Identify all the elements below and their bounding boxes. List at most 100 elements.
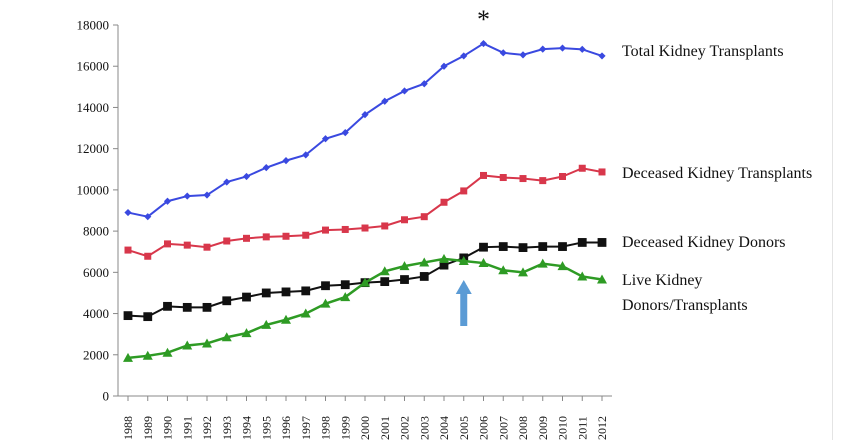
data-point <box>322 226 329 234</box>
data-point <box>498 265 509 275</box>
data-point <box>163 301 172 311</box>
data-point <box>262 164 270 172</box>
data-point <box>557 261 568 271</box>
y-tick-label: 4000 <box>83 306 109 321</box>
asterisk-annotation: * <box>477 5 490 34</box>
data-point <box>518 267 528 277</box>
data-point <box>262 233 270 241</box>
data-point <box>597 238 607 247</box>
data-point <box>340 292 351 302</box>
data-point <box>341 225 349 233</box>
data-point <box>361 111 369 119</box>
data-point <box>518 243 528 252</box>
data-point <box>537 258 548 268</box>
data-point <box>320 298 331 308</box>
data-point <box>144 252 152 260</box>
data-point <box>222 296 232 306</box>
series-label: Live Kidney <box>622 272 702 289</box>
data-point <box>578 45 586 53</box>
data-point <box>202 302 212 312</box>
x-tick-label: 1992 <box>200 416 214 440</box>
data-point <box>480 171 487 179</box>
x-tick-label: 1989 <box>141 416 155 440</box>
data-point <box>203 191 211 199</box>
arrow-annotation-shaft <box>460 292 468 326</box>
data-point <box>202 338 212 348</box>
data-point <box>419 257 430 267</box>
data-point <box>519 51 527 59</box>
data-point <box>460 187 468 195</box>
data-point <box>341 128 349 137</box>
y-tick-label: 18000 <box>77 18 110 33</box>
data-point <box>221 332 232 342</box>
data-point <box>144 213 152 221</box>
x-tick-label: 2003 <box>417 416 431 440</box>
data-point <box>123 311 133 321</box>
data-point <box>360 277 370 287</box>
data-point <box>381 222 389 230</box>
x-tick-label: 1993 <box>220 416 234 440</box>
data-point <box>340 280 350 290</box>
data-point <box>183 241 191 249</box>
data-point <box>439 253 449 263</box>
data-point <box>558 44 567 52</box>
y-tick-label: 16000 <box>77 59 110 74</box>
data-point <box>183 192 191 200</box>
data-point <box>598 168 606 176</box>
data-point <box>420 80 428 88</box>
data-point <box>142 350 153 360</box>
data-point <box>123 352 133 362</box>
data-point <box>399 261 410 271</box>
x-tick-label: 1996 <box>279 416 293 440</box>
data-point <box>162 347 173 357</box>
data-point <box>302 151 310 159</box>
arrow-annotation-head <box>455 280 472 294</box>
series-label: Total Kidney Transplants <box>622 43 784 60</box>
data-point <box>143 312 153 322</box>
data-point <box>479 39 488 48</box>
data-point <box>321 281 330 291</box>
series-label: Donors/Transplants <box>622 297 748 314</box>
y-tick-label: 0 <box>103 389 110 404</box>
data-point <box>124 208 132 217</box>
data-point <box>182 340 193 350</box>
data-point <box>558 242 567 251</box>
data-point <box>182 302 192 312</box>
data-point <box>597 274 607 284</box>
data-point <box>419 272 429 281</box>
data-point <box>300 308 311 318</box>
data-point <box>460 52 468 60</box>
series-label: Deceased Kidney Transplants <box>622 165 812 182</box>
x-tick-label: 2010 <box>556 416 570 440</box>
data-point <box>559 172 566 180</box>
y-tick-label: 14000 <box>77 100 110 115</box>
data-point <box>577 271 588 281</box>
data-point <box>223 237 231 245</box>
data-point <box>302 231 310 239</box>
data-point <box>478 258 489 268</box>
data-point <box>440 62 448 70</box>
series-line <box>127 257 603 360</box>
data-point <box>261 319 272 329</box>
data-point <box>381 97 389 105</box>
x-tick-label: 1990 <box>161 416 175 440</box>
data-point <box>241 328 252 338</box>
x-tick-label: 1994 <box>240 416 254 440</box>
data-point <box>242 172 251 181</box>
data-point <box>203 243 211 251</box>
data-point <box>282 157 290 165</box>
data-point <box>163 197 172 205</box>
x-tick-label: 2002 <box>398 416 412 440</box>
x-tick-label: 2005 <box>457 416 471 440</box>
data-point <box>499 49 507 57</box>
x-tick-label: 2012 <box>595 416 609 440</box>
y-tick-label: 6000 <box>83 265 109 280</box>
data-point <box>379 266 390 276</box>
y-tick-label: 2000 <box>83 347 109 362</box>
data-point <box>223 178 231 186</box>
series-line <box>127 42 603 218</box>
data-point <box>440 198 448 206</box>
data-point <box>301 286 311 296</box>
